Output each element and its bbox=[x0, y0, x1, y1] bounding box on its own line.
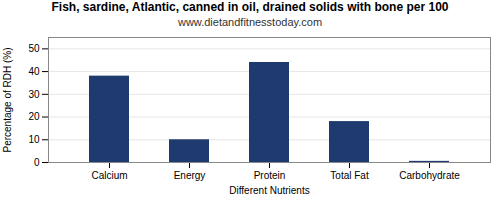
svg-text:Protein: Protein bbox=[254, 170, 286, 181]
svg-text:Calcium: Calcium bbox=[91, 170, 127, 181]
svg-text:50: 50 bbox=[28, 43, 40, 54]
html-text:www.dietandfitnesstoday.com: www.dietandfitnesstoday.com bbox=[178, 16, 322, 28]
svg-text:Energy: Energy bbox=[174, 170, 206, 181]
svg-text:Carbohydrate: Carbohydrate bbox=[399, 170, 460, 181]
svg-text:Total Fat: Total Fat bbox=[330, 170, 369, 181]
html-text:Fish, sardine, Atlantic, canne: Fish, sardine, Atlantic, canned in oil, … bbox=[51, 0, 449, 14]
svg-text:10: 10 bbox=[28, 134, 40, 145]
svg-text:20: 20 bbox=[28, 111, 40, 122]
svg-text:40: 40 bbox=[28, 66, 40, 77]
svg-text:0: 0 bbox=[34, 157, 40, 168]
svg-text:Percentage of RDH (%): Percentage of RDH (%) bbox=[2, 47, 13, 152]
svg-text:30: 30 bbox=[28, 89, 40, 100]
svg-text:Different Nutrients: Different Nutrients bbox=[229, 185, 309, 196]
